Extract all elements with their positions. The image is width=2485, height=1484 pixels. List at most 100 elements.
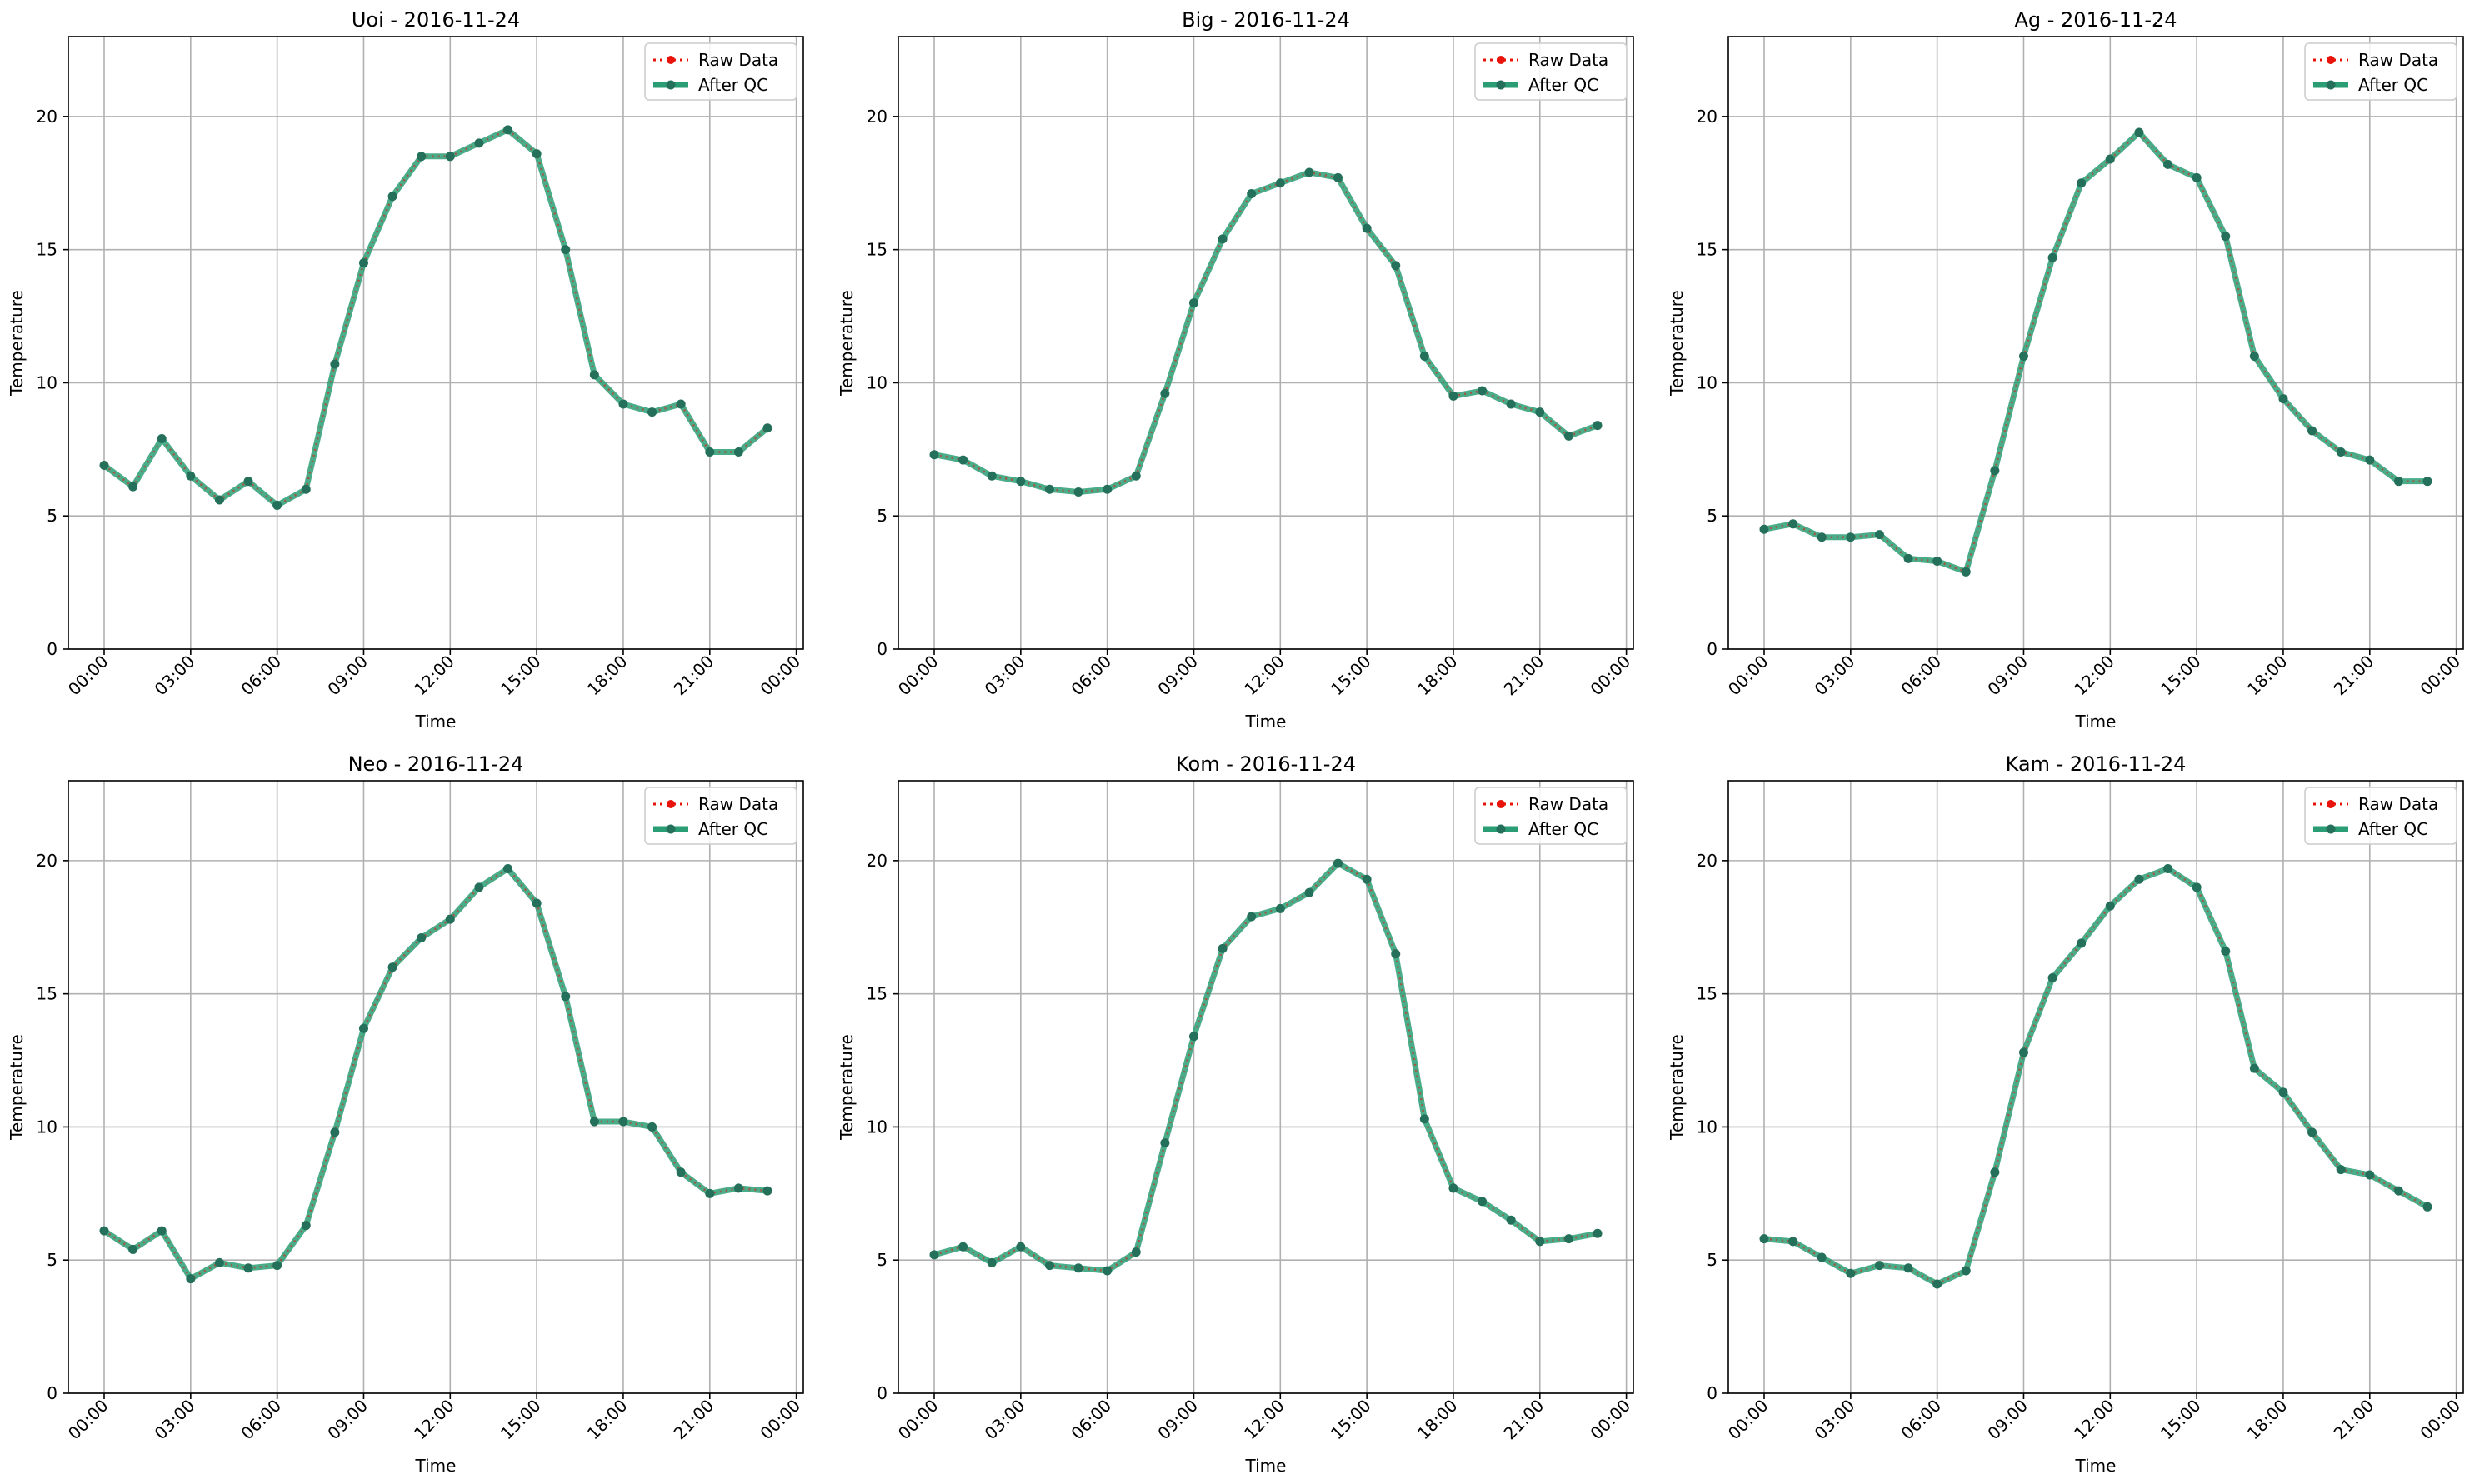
series-line-raw-data	[933, 171, 1598, 493]
after-qc-point	[2422, 477, 2432, 487]
after-qc-point	[1990, 466, 2000, 476]
legend-raw-marker	[667, 800, 675, 808]
after-qc-point	[1275, 178, 1285, 188]
x-tick-label: 15:00	[497, 1396, 545, 1444]
x-tick-label: 15:00	[497, 652, 545, 700]
after-qc-point	[929, 450, 939, 460]
after-qc-point	[589, 370, 599, 380]
x-tick-label: 00:00	[756, 652, 804, 700]
x-tick-label: 06:00	[237, 1396, 285, 1444]
after-qc-point	[1275, 903, 1285, 913]
after-qc-point	[676, 1167, 686, 1177]
y-tick-label: 20	[37, 107, 58, 127]
after-qc-point	[2048, 972, 2058, 982]
x-tick-label: 15:00	[1327, 652, 1375, 700]
after-qc-point	[1304, 887, 1314, 897]
x-tick-label: 09:00	[323, 1396, 372, 1444]
x-tick-label: 03:00	[151, 652, 199, 700]
after-qc-point	[648, 1122, 658, 1132]
after-qc-point	[762, 423, 772, 433]
after-qc-point	[1506, 1215, 1516, 1225]
after-qc-point	[474, 138, 484, 148]
y-tick-label: 0	[47, 1383, 58, 1403]
series-line-after-qc	[933, 169, 1599, 495]
axes-frame	[898, 36, 1634, 650]
after-qc-point	[1218, 943, 1228, 953]
y-tick-label: 15	[867, 240, 888, 260]
x-tick-label: 03:00	[1811, 652, 1859, 700]
y-tick-label: 5	[1707, 506, 1718, 526]
y-tick-label: 20	[867, 851, 888, 871]
legend-qc-label: After QC	[1528, 819, 1598, 839]
y-tick-label: 15	[37, 984, 58, 1004]
after-qc-point	[1478, 386, 1488, 396]
after-qc-point	[1102, 1266, 1112, 1276]
x-tick-label: 15:00	[2157, 1396, 2205, 1444]
after-qc-point	[1932, 557, 1942, 567]
after-qc-point	[445, 914, 455, 924]
after-qc-point	[2105, 901, 2115, 911]
x-tick-label: 09:00	[1983, 652, 2032, 700]
after-qc-point	[1932, 1279, 1942, 1289]
after-qc-point	[958, 455, 968, 465]
legend: Raw Data After QC	[644, 42, 798, 101]
after-qc-point	[2308, 1127, 2318, 1137]
after-qc-point	[2422, 1202, 2432, 1212]
after-qc-point	[445, 152, 455, 162]
after-qc-point	[2336, 447, 2346, 457]
after-qc-point	[301, 1221, 311, 1231]
after-qc-point	[2393, 477, 2403, 487]
after-qc-point	[2249, 1063, 2259, 1073]
y-tick-label: 20	[1697, 107, 1718, 127]
y-tick-label: 0	[47, 639, 58, 659]
after-qc-point	[1304, 167, 1314, 177]
after-qc-point	[330, 1127, 340, 1137]
after-qc-point	[1535, 407, 1545, 417]
after-qc-point	[1362, 874, 1372, 884]
after-qc-point	[157, 1226, 167, 1236]
legend-raw-label: Raw Data	[698, 50, 778, 70]
after-qc-point	[1535, 1237, 1545, 1247]
x-tick-label: 06:00	[237, 652, 285, 700]
after-qc-point	[2077, 178, 2087, 188]
after-qc-point	[1448, 1183, 1458, 1193]
subplot-title: Ag - 2016-11-24	[2014, 8, 2177, 32]
x-axis-label: Time	[2075, 712, 2117, 732]
after-qc-point	[2278, 1087, 2288, 1097]
legend-raw-label: Raw Data	[2358, 50, 2438, 70]
after-qc-point	[2163, 863, 2173, 873]
after-qc-point	[1592, 421, 1602, 431]
after-qc-point	[1131, 1247, 1141, 1257]
after-qc-point	[1874, 1261, 1884, 1271]
after-qc-point	[705, 1188, 715, 1198]
after-qc-point	[358, 1023, 368, 1033]
axes-frame	[68, 36, 804, 650]
after-qc-point	[1961, 567, 1971, 577]
x-tick-label: 15:00	[2157, 652, 2205, 700]
after-qc-point	[1333, 858, 1343, 868]
y-axis-label: Temperature	[1667, 290, 1687, 397]
after-qc-point	[1333, 172, 1343, 182]
x-axis-label: Time	[2075, 1456, 2117, 1476]
subplot-title: Kom - 2016-11-24	[1176, 752, 1356, 776]
x-tick-label: 09:00	[323, 652, 372, 700]
x-tick-label: 00:00	[756, 1396, 804, 1444]
after-qc-point	[2134, 127, 2144, 137]
legend-qc-label: After QC	[2358, 75, 2428, 95]
series-line-raw-data	[1763, 867, 2428, 1286]
legend-raw-label: Raw Data	[698, 794, 778, 814]
after-qc-point	[1563, 431, 1573, 441]
legend-qc-label: After QC	[1528, 75, 1598, 95]
after-qc-point	[1903, 553, 1913, 563]
y-axis-label: Temperature	[1667, 1034, 1687, 1141]
y-axis-label: Temperature	[7, 290, 27, 397]
axes-frame	[1728, 780, 2464, 1394]
after-qc-point	[214, 495, 224, 505]
x-tick-label: 12:00	[410, 1396, 458, 1444]
after-qc-point	[733, 1183, 743, 1193]
legend-raw-label: Raw Data	[1528, 794, 1608, 814]
axes-frame	[898, 780, 1634, 1394]
after-qc-point	[1016, 1242, 1026, 1252]
after-qc-point	[272, 500, 282, 510]
x-tick-label: 12:00	[1240, 1396, 1288, 1444]
